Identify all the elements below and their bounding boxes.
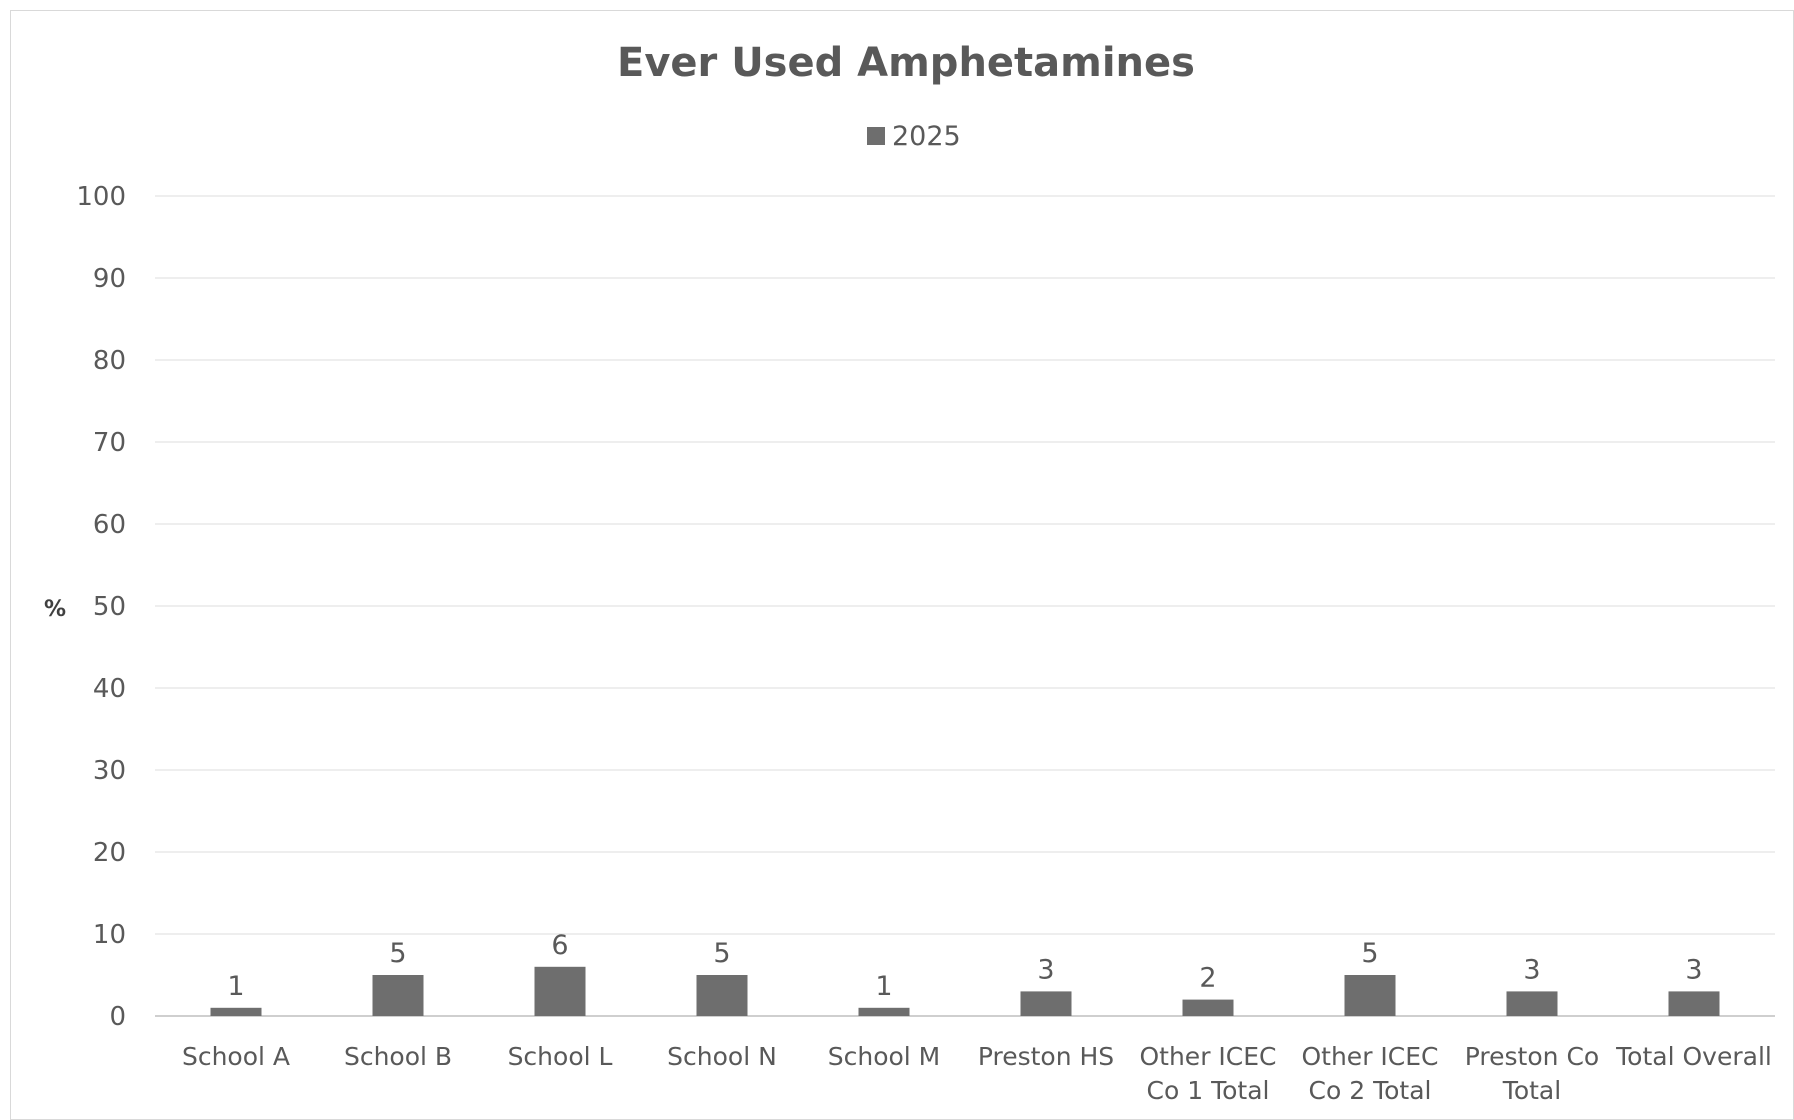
y-axis-ticks: 0 10 20 30 40 50 60 70 80 90 100	[76, 182, 126, 1032]
data-label: 3	[1523, 954, 1540, 985]
x-tick-label: Other ICEC	[1301, 1042, 1438, 1071]
data-label: 1	[227, 971, 244, 1002]
y-tick-label: 90	[93, 264, 126, 294]
bar	[210, 1007, 262, 1016]
x-tick-label: School N	[667, 1042, 777, 1071]
x-tick-label: Co 2 Total	[1309, 1076, 1432, 1105]
bar	[1506, 991, 1558, 1016]
x-tick-label: School M	[828, 1042, 941, 1071]
bar	[696, 975, 748, 1016]
y-tick-label: 60	[93, 510, 126, 540]
y-tick-label: 10	[93, 920, 126, 950]
bar	[858, 1007, 910, 1016]
data-label: 5	[389, 938, 406, 969]
y-tick-label: 80	[93, 346, 126, 376]
bar	[1344, 975, 1396, 1016]
data-label: 3	[1037, 954, 1054, 985]
gridlines	[155, 195, 1775, 1017]
bar	[372, 975, 424, 1016]
legend: 2025	[867, 121, 961, 152]
bars	[210, 966, 1720, 1016]
bar	[534, 966, 586, 1016]
y-tick-label: 20	[93, 838, 126, 868]
bar	[1020, 991, 1072, 1016]
x-axis-labels: School A School B School L School N School M…	[182, 1042, 1772, 1105]
data-label: 5	[713, 938, 730, 969]
y-axis-title: %	[44, 597, 66, 622]
x-tick-label: School L	[508, 1042, 613, 1071]
data-label: 3	[1685, 954, 1702, 985]
chart-title: Ever Used Amphetamines	[617, 40, 1195, 86]
data-label: 1	[875, 971, 892, 1002]
x-tick-label: Preston HS	[978, 1042, 1114, 1071]
x-tick-label: School A	[182, 1042, 290, 1071]
y-tick-label: 30	[93, 756, 126, 786]
x-tick-label: Total	[1502, 1076, 1561, 1105]
x-tick-label: Co 1 Total	[1147, 1076, 1270, 1105]
y-tick-label: 0	[109, 1002, 126, 1032]
bar	[1668, 991, 1720, 1016]
legend-label: 2025	[892, 121, 961, 152]
data-label: 6	[551, 930, 568, 961]
bar	[1182, 999, 1234, 1016]
x-tick-label: Total Overall	[1615, 1042, 1772, 1071]
chart-frame	[10, 10, 1794, 1120]
data-label: 2	[1199, 963, 1216, 994]
data-labels: 1 5 6 5 1 3 2 5 3 3	[227, 930, 1702, 1002]
y-tick-label: 50	[93, 592, 126, 622]
y-tick-label: 100	[76, 182, 126, 212]
y-tick-label: 70	[93, 428, 126, 458]
data-label: 5	[1361, 938, 1378, 969]
y-tick-label: 40	[93, 674, 126, 704]
x-tick-label: Other ICEC	[1139, 1042, 1276, 1071]
legend-swatch	[867, 127, 885, 145]
x-tick-label: School B	[344, 1042, 452, 1071]
x-tick-label: Preston Co	[1465, 1042, 1599, 1071]
